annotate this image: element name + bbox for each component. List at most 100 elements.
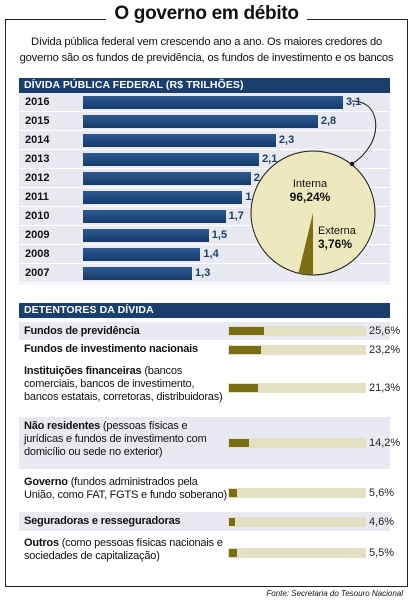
holder-detail: (pessoas físicas e jurídicas e fundos de…	[24, 420, 207, 458]
holder-bar	[229, 384, 259, 392]
debt-row: 2011 1,9	[19, 188, 390, 207]
row-separator	[19, 282, 390, 283]
holder-label: Fundos de investimento nacionais	[24, 343, 229, 356]
page-title: O governo em débito	[106, 0, 307, 28]
debt-row: 2008 1,4	[19, 245, 390, 264]
debt-year-label: 2010	[25, 210, 50, 222]
holder-value-label: 23,2%	[369, 344, 401, 356]
subtitle-line-2: governo são os fundos de previdência, os…	[19, 52, 394, 64]
pie-interna-value: 96,24%	[289, 190, 331, 204]
holder-name: Não residentes	[24, 420, 101, 432]
debt-value-label: 2	[253, 172, 260, 184]
holder-value-label: 4,6%	[369, 516, 395, 528]
debt-bar	[83, 248, 201, 261]
debt-value-label: 2,3	[278, 134, 295, 146]
holder-row: Instituições financeiras (bancos comerci…	[19, 362, 400, 414]
debt-row: 2013 2,1	[19, 150, 390, 169]
debt-bar	[83, 115, 318, 128]
debt-year-label: 2011	[25, 191, 49, 203]
holder-name: Fundos de previdência	[24, 325, 140, 337]
holder-label: Fundos de previdência	[24, 325, 229, 338]
subtitle-line-1: Dívida pública federal vem crescendo ano…	[30, 36, 383, 48]
holder-bar	[229, 327, 265, 335]
holder-row: Outros (como pessoas físicas nacionais e…	[19, 534, 394, 572]
pie-label-interna: Interna 96,24%	[281, 178, 339, 205]
holders-bar-chart: Fundos de previdência 25,6% Fundos de inve…	[19, 318, 400, 572]
holder-detail: (bancos comerciais, bancos de investimen…	[24, 365, 223, 403]
title-wrap: O governo em débito	[0, 0, 413, 28]
debt-year-label: 2008	[25, 248, 50, 260]
debt-year-label: 2012	[25, 172, 50, 184]
holder-bar-track	[228, 383, 366, 393]
source-note: Fonte: Secretaria do Tesouro Nacional	[266, 589, 403, 598]
debt-bar	[83, 96, 343, 109]
debt-year-label: 2015	[25, 115, 50, 127]
row-separator	[19, 130, 390, 131]
pie-interna-name: Interna	[292, 178, 328, 190]
holder-value-label: 25,6%	[369, 325, 401, 337]
row-separator	[19, 149, 390, 150]
debt-value-label: 3,1	[346, 96, 362, 108]
debt-value-label: 2,8	[320, 115, 337, 127]
debt-bar	[83, 210, 226, 223]
row-separator	[19, 244, 390, 245]
debt-bar	[83, 153, 260, 166]
debt-bar	[83, 229, 209, 242]
page-subtitle: Dívida pública federal vem crescendo ano…	[12, 34, 401, 66]
holder-bar	[229, 439, 249, 447]
holder-bar	[229, 549, 237, 557]
holder-detail: (como pessoas físicas nacionais e socied…	[24, 537, 223, 562]
debt-value-label: 1,5	[211, 229, 228, 241]
holder-value-label: 5,5%	[369, 547, 395, 559]
debt-row: 2010 1,7	[19, 207, 390, 226]
holder-name: Instituições financeiras	[24, 365, 142, 377]
holder-label: Seguradoras e resseguradoras	[24, 515, 229, 528]
debt-row: 2009 1,5	[19, 226, 390, 245]
holder-row: Não residentes (pessoas físicas e jurídi…	[19, 417, 400, 469]
debt-bar	[83, 191, 243, 204]
debt-value-label: 2,1	[262, 153, 278, 165]
holder-label: Outros (como pessoas físicas nacionais e…	[24, 537, 229, 563]
debt-value-label: 1,7	[228, 210, 244, 222]
pie-label-externa: Externa 3,76%	[318, 225, 356, 252]
holder-bar	[229, 489, 237, 497]
row-separator	[19, 225, 390, 226]
row-separator	[19, 263, 390, 264]
pie-externa-value: 3,76%	[318, 237, 353, 251]
row-separator	[19, 111, 390, 112]
debt-year-label: 2016	[25, 96, 50, 108]
holder-label: Não residentes (pessoas físicas e jurídi…	[24, 420, 229, 459]
holder-bar-track	[228, 548, 366, 558]
holder-name: Fundos de investimento nacionais	[24, 343, 198, 355]
debt-year-label: 2014	[25, 134, 50, 146]
holder-bar-track	[228, 326, 366, 336]
debt-row: 2016 3,1	[19, 93, 390, 112]
holder-row: Seguradoras e resseguradoras 4,6%	[19, 512, 394, 531]
holder-bar-track	[228, 517, 366, 527]
debt-row: 2014 2,3	[19, 131, 390, 150]
debt-row: 2007 1,3	[19, 264, 390, 283]
pie-externa-name: Externa	[318, 225, 356, 237]
debt-year-label: 2013	[25, 153, 50, 165]
debt-year-label: 2009	[25, 229, 50, 241]
debt-bar	[83, 172, 251, 185]
holder-value-label: 21,3%	[369, 382, 401, 394]
debt-row: 2012 2	[19, 169, 390, 188]
holder-bar-track	[228, 438, 366, 448]
holder-row: Fundos de investimento nacionais 23,2%	[19, 340, 400, 359]
debt-year-label: 2007	[25, 267, 50, 279]
holder-bar-track	[228, 488, 366, 498]
debt-bar	[83, 134, 276, 147]
holder-name: Seguradoras e resseguradoras	[24, 515, 181, 527]
holder-label: Instituições financeiras (bancos comerci…	[24, 365, 229, 404]
holder-label: Governo (fundos administrados pela União…	[24, 476, 229, 502]
holder-row: Governo (fundos administrados pela União…	[19, 473, 394, 512]
holder-name: Outros	[24, 537, 59, 549]
debt-value-label: 1,3	[195, 267, 211, 279]
row-separator	[19, 168, 390, 169]
holder-value-label: 5,6%	[369, 487, 395, 499]
debt-section-title: DÍVIDA PÚBLICA FEDERAL (R$ TRILHÕES)	[19, 78, 390, 93]
debt-value-label: 1,4	[203, 248, 219, 260]
debt-bar	[83, 267, 193, 280]
holder-value-label: 14,2%	[369, 437, 401, 449]
